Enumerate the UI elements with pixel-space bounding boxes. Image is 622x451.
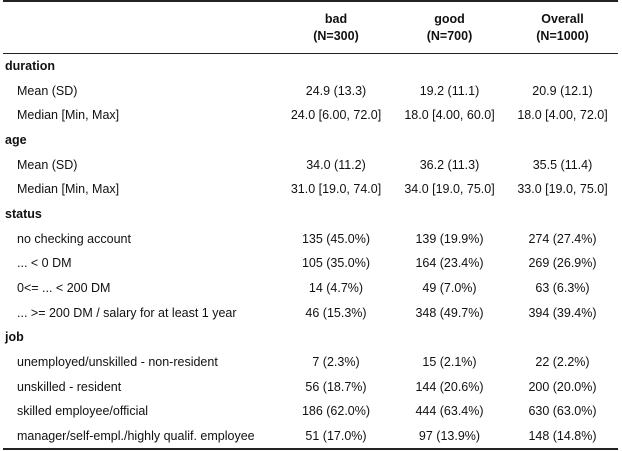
- header-cell-bad: bad (N=300): [280, 1, 392, 54]
- table-row: ... >= 200 DM / salary for at least 1 ye…: [3, 300, 618, 325]
- summary-table-container: bad (N=300) good (N=700) Overall (N=1000…: [3, 0, 618, 450]
- value-good-cell: 15 (2.1%): [422, 355, 477, 370]
- value-overall-cell: 20.9 (12.1): [532, 83, 593, 98]
- value-good-cell: 19.2 (11.1): [419, 83, 480, 98]
- value-good-cell: 164 (23.4%): [415, 256, 484, 271]
- value-bad-cell: 24.0 [6.00, 72.0]: [290, 108, 382, 123]
- value-good-cell: 139 (19.9%): [415, 231, 484, 246]
- header-cell-good: good (N=700): [392, 1, 507, 54]
- value-bad-cell: 135 (45.0%): [301, 231, 371, 246]
- value-overall-cell: 269 (26.9%): [528, 256, 597, 271]
- header-blank-cell: [3, 1, 280, 54]
- variable-name: job: [5, 330, 24, 345]
- value-overall-cell: 22 (2.2%): [535, 355, 590, 370]
- value-good-cell: 18.0 [4.00, 60.0]: [404, 108, 495, 123]
- value-bad-cell: 56 (18.7%): [305, 379, 367, 394]
- value-overall-cell: 630 (63.0%): [528, 404, 597, 419]
- header-group-name: Overall: [541, 11, 584, 26]
- value-good-cell: 144 (20.6%): [415, 379, 484, 394]
- row-label: 0<= ... < 200 DM: [17, 281, 111, 296]
- table-row: Mean (SD) 34.0 (11.2) 36.2 (11.3) 35.5 (11.…: [3, 152, 618, 177]
- variable-header-row: duration: [3, 54, 618, 79]
- variable-header-row: age: [3, 128, 618, 153]
- value-overall-cell: 200 (20.0%): [528, 379, 597, 394]
- table-row: unskilled - resident 56 (18.7%) 144 (20.6%…: [3, 374, 618, 399]
- table-row: 0<= ... < 200 DM 14 (4.7%) 49 (7.0%) 63 (6.…: [3, 276, 618, 301]
- row-label: manager/self-empl./highly qualif. employ…: [17, 428, 255, 443]
- header-row: bad (N=300) good (N=700) Overall (N=1000…: [3, 1, 618, 54]
- table-header: bad (N=300) good (N=700) Overall (N=1000…: [3, 1, 618, 54]
- row-label: unskilled - resident: [17, 379, 122, 394]
- summary-table: bad (N=300) good (N=700) Overall (N=1000…: [3, 0, 618, 450]
- value-bad-cell: 34.0 (11.2): [306, 157, 366, 172]
- value-good-cell: 348 (49.7%): [415, 305, 484, 320]
- row-label: unemployed/unskilled - non-resident: [17, 355, 218, 370]
- table-row: ... < 0 DM 105 (35.0%) 164 (23.4%) 269 (26.…: [3, 251, 618, 276]
- value-bad-cell: 7 (2.3%): [312, 355, 360, 370]
- row-label: ... < 0 DM: [17, 256, 72, 271]
- table-row: skilled employee/official 186 (62.0%) 444 …: [3, 399, 618, 424]
- header-group-count: (N=700): [426, 28, 473, 43]
- value-overall-cell: 394 (39.4%): [528, 305, 597, 320]
- table-row: Median [Min, Max] 24.0 [6.00, 72.0] 18.0 […: [3, 103, 618, 128]
- header-group-name: bad: [324, 11, 348, 26]
- table-row: Median [Min, Max] 31.0 [19.0, 74.0] 34.0 […: [3, 177, 618, 202]
- row-label: Mean (SD): [17, 157, 78, 172]
- value-bad-cell: 46 (15.3%): [305, 305, 367, 320]
- value-good-cell: 97 (13.9%): [418, 428, 481, 443]
- row-label: no checking account: [17, 231, 131, 246]
- value-good-cell: 36.2 (11.3): [419, 157, 480, 172]
- table-row: no checking account 135 (45.0%) 139 (19.9%…: [3, 226, 618, 251]
- value-bad-cell: 186 (62.0%): [301, 404, 371, 419]
- value-overall-cell: 35.5 (11.4): [532, 157, 593, 172]
- row-label: ... >= 200 DM / salary for at least 1 ye…: [17, 305, 237, 320]
- value-bad-cell: 14 (4.7%): [308, 281, 364, 296]
- value-bad-cell: 31.0 [19.0, 74.0]: [290, 182, 382, 197]
- value-overall-cell: 33.0 [19.0, 75.0]: [517, 182, 608, 197]
- table-body: duration Mean (SD) 24.9 (13.3) 19.2 (11.1) 2…: [3, 54, 618, 449]
- table-row: unemployed/unskilled - non-resident 7 (2.…: [3, 350, 618, 375]
- value-overall-cell: 148 (14.8%): [528, 428, 597, 443]
- variable-name: age: [5, 132, 27, 147]
- variable-name: status: [5, 206, 42, 221]
- value-overall-cell: 274 (27.4%): [528, 231, 597, 246]
- header-group-count: (N=300): [313, 28, 359, 43]
- row-label: Median [Min, Max]: [17, 108, 120, 123]
- table-row: manager/self-empl./highly qualif. employ…: [3, 424, 618, 449]
- header-group-count: (N=1000): [536, 28, 589, 43]
- row-label: Median [Min, Max]: [17, 182, 120, 197]
- variable-name: duration: [5, 59, 55, 74]
- value-bad-cell: 105 (35.0%): [301, 256, 371, 271]
- value-overall-cell: 18.0 [4.00, 72.0]: [517, 108, 608, 123]
- variable-header-row: job: [3, 325, 618, 350]
- value-bad-cell: 51 (17.0%): [305, 428, 367, 443]
- value-good-cell: 49 (7.0%): [422, 281, 477, 296]
- variable-header-row: status: [3, 202, 618, 227]
- table-row: Mean (SD) 24.9 (13.3) 19.2 (11.1) 20.9 (12.…: [3, 78, 618, 103]
- value-good-cell: 34.0 [19.0, 75.0]: [404, 182, 495, 197]
- header-group-name: good: [434, 11, 465, 26]
- header-cell-overall: Overall (N=1000): [507, 1, 618, 54]
- value-overall-cell: 63 (6.3%): [535, 281, 590, 296]
- row-label: Mean (SD): [17, 83, 78, 98]
- value-bad-cell: 24.9 (13.3): [305, 83, 367, 98]
- value-good-cell: 444 (63.4%): [415, 404, 484, 419]
- row-label: skilled employee/official: [17, 404, 149, 419]
